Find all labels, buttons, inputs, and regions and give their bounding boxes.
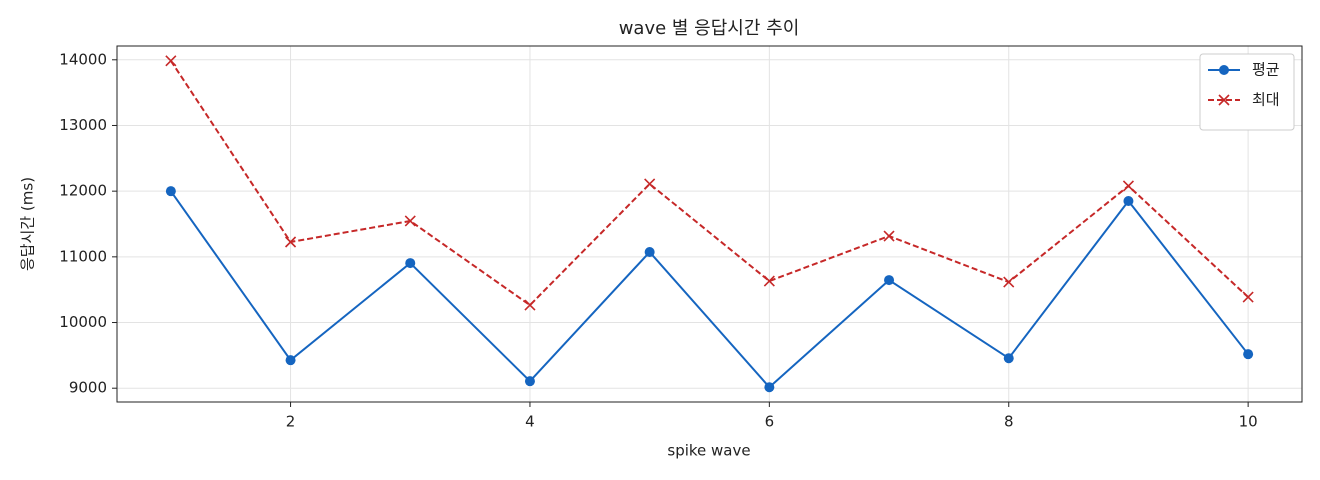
- legend-frame: [1199, 53, 1295, 131]
- legend-label: 최대: [1252, 91, 1280, 109]
- chart-title: wave 별 응답시간 추이: [619, 18, 800, 39]
- marker: [1003, 276, 1015, 288]
- marker: [1122, 180, 1135, 192]
- y-tick-label: 11000: [59, 247, 107, 265]
- marker: [524, 299, 536, 311]
- marker: [1243, 349, 1254, 360]
- y-tick-label: 14000: [59, 50, 107, 68]
- marker: [1218, 94, 1230, 106]
- marker: [165, 55, 177, 67]
- marker: [763, 275, 775, 287]
- plot-frame: [116, 45, 1303, 403]
- marker: [883, 230, 895, 242]
- x-tick-label: 6: [765, 413, 775, 431]
- y-tick-label: 10000: [59, 313, 107, 331]
- marker: [1003, 353, 1014, 364]
- marker: [165, 186, 176, 197]
- series-line: [170, 60, 1249, 307]
- y-tick-label: 9000: [69, 379, 107, 397]
- marker: [884, 275, 895, 286]
- marker: [1123, 196, 1134, 207]
- marker: [524, 376, 535, 387]
- marker: [284, 236, 297, 248]
- marker: [1219, 65, 1229, 75]
- marker: [405, 258, 416, 269]
- x-tick-label: 8: [1004, 413, 1014, 431]
- y-tick-label: 12000: [59, 182, 107, 200]
- marker: [644, 247, 655, 258]
- y-tick-label: 13000: [59, 116, 107, 134]
- legend-label: 평균: [1252, 61, 1280, 79]
- x-tick-label: 2: [286, 413, 296, 431]
- marker: [1242, 291, 1254, 303]
- x-tick-label: 10: [1239, 413, 1258, 431]
- y-axis-label: 응답시간 (ms): [19, 177, 37, 271]
- marker: [285, 355, 296, 366]
- marker: [764, 382, 775, 393]
- series-line: [170, 190, 1249, 389]
- marker: [404, 215, 416, 227]
- x-tick-label: 4: [525, 413, 535, 431]
- marker: [644, 178, 656, 190]
- x-axis-label: spike wave: [667, 442, 750, 460]
